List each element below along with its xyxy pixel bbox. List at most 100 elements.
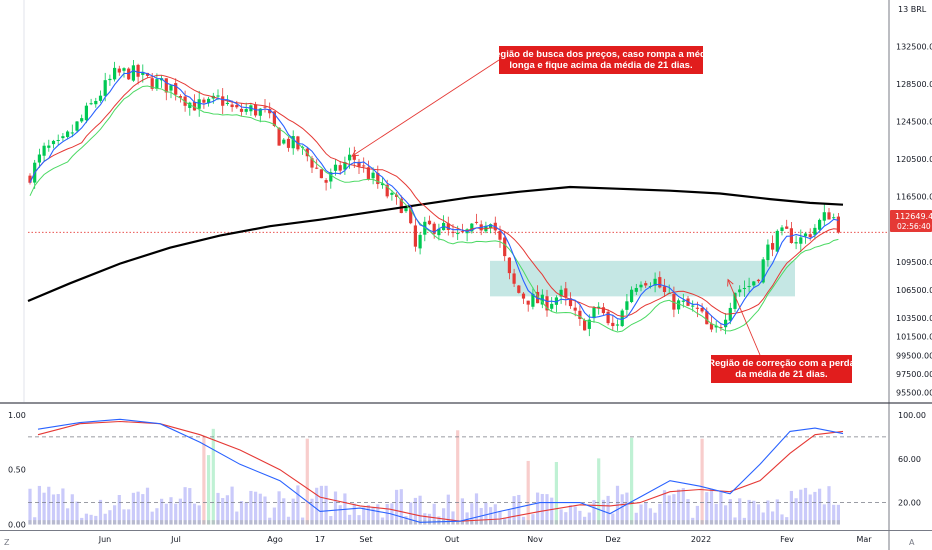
volume-bar xyxy=(456,430,460,525)
indicator-left-tick: 1.00 xyxy=(8,411,26,420)
volume-bar xyxy=(531,514,535,525)
time-tick-label: 17 xyxy=(315,535,325,544)
volume-bar xyxy=(197,505,201,525)
candle xyxy=(634,283,638,295)
volume-bar xyxy=(484,502,488,525)
candle xyxy=(630,286,634,304)
volume-bar xyxy=(601,499,605,525)
volume-bar xyxy=(559,509,563,525)
volume-bar xyxy=(695,505,699,525)
zoom-icon[interactable]: Z xyxy=(4,538,10,547)
volume-bar xyxy=(672,494,676,525)
annotation-note: Região de busca dos preços, caso rompa a… xyxy=(351,46,714,157)
volume-bar xyxy=(667,495,671,525)
candle xyxy=(620,308,624,328)
price-tick-label: 95500.00 xyxy=(896,389,932,398)
volume-bar xyxy=(244,502,248,525)
candle xyxy=(474,213,479,225)
volume-bar xyxy=(766,500,770,525)
volume-bar xyxy=(37,485,41,525)
candle xyxy=(564,281,568,306)
volume-bar xyxy=(282,498,286,525)
volume-bar xyxy=(625,492,629,525)
auto-scale-icon[interactable]: A xyxy=(909,538,915,547)
volume-bar xyxy=(277,491,281,525)
candle xyxy=(277,127,281,146)
candle xyxy=(554,295,558,313)
volume-bar xyxy=(677,489,681,525)
volume-bar xyxy=(611,513,615,525)
price-tick-label: 103500.00 xyxy=(896,314,932,323)
volume-bar xyxy=(794,498,798,525)
price-axis: 13 BRL 132500.00 128500.00 124500.00 120500… xyxy=(896,5,932,398)
volume-bar xyxy=(512,496,516,525)
volume-bar xyxy=(235,511,239,525)
candle xyxy=(108,74,112,86)
volume-bar xyxy=(568,505,573,525)
volume-bar xyxy=(28,488,32,525)
candle xyxy=(827,208,831,220)
volume-bar xyxy=(418,495,422,525)
candle xyxy=(799,229,803,253)
time-tick-label: Out xyxy=(445,535,460,544)
volume-bar xyxy=(780,514,784,525)
candle xyxy=(66,130,70,140)
volume-bar xyxy=(644,502,648,525)
candle xyxy=(550,297,554,312)
candle xyxy=(587,314,591,337)
blue-moving-average xyxy=(29,69,839,326)
volume-bar xyxy=(141,494,145,525)
candle xyxy=(188,101,192,116)
volume-bar xyxy=(160,498,164,525)
candle xyxy=(282,138,286,145)
candle xyxy=(94,97,98,108)
volume-bar xyxy=(230,486,234,525)
volume-bar xyxy=(813,491,817,525)
volume-bar xyxy=(131,492,135,525)
candle xyxy=(606,309,610,326)
candle xyxy=(470,222,474,234)
candle xyxy=(141,64,145,83)
volume-bar xyxy=(550,497,554,525)
candle xyxy=(775,229,779,252)
candle xyxy=(399,195,403,214)
time-tick-label: Set xyxy=(359,535,372,544)
candle xyxy=(390,190,394,201)
volume-bar xyxy=(761,512,765,525)
volume-bar xyxy=(592,500,596,525)
volume-bar xyxy=(117,495,121,525)
candle xyxy=(615,319,620,331)
candle xyxy=(752,280,756,288)
price-tick-label: 116500.00 xyxy=(896,192,932,201)
volume-bar xyxy=(108,510,112,525)
volume-bar xyxy=(578,510,582,525)
candle xyxy=(169,85,173,99)
candle xyxy=(437,223,441,241)
volume-bar xyxy=(653,512,657,525)
candle xyxy=(832,213,836,220)
candle xyxy=(305,146,309,162)
candle xyxy=(460,223,464,234)
candle xyxy=(742,280,746,297)
volume-bar xyxy=(338,505,342,525)
volume-bar xyxy=(348,514,352,525)
volume-bar xyxy=(709,488,714,525)
green-moving-average xyxy=(29,85,839,333)
volume-bar xyxy=(799,489,803,525)
candle xyxy=(592,306,596,323)
candle xyxy=(113,61,117,82)
last-price-badge[interactable]: 112649.47 02:56:40 xyxy=(890,210,932,232)
candle xyxy=(136,63,140,85)
volume-bar xyxy=(446,494,450,525)
candle xyxy=(221,88,225,115)
candle xyxy=(785,219,789,229)
candle xyxy=(836,212,840,234)
indicator-left-tick: 0.00 xyxy=(8,521,26,530)
candle xyxy=(512,268,516,288)
volume-bar xyxy=(658,503,662,525)
volume-bar xyxy=(634,512,638,525)
volume-bar xyxy=(719,491,723,525)
candle xyxy=(719,323,723,332)
volume-bar xyxy=(489,507,493,525)
